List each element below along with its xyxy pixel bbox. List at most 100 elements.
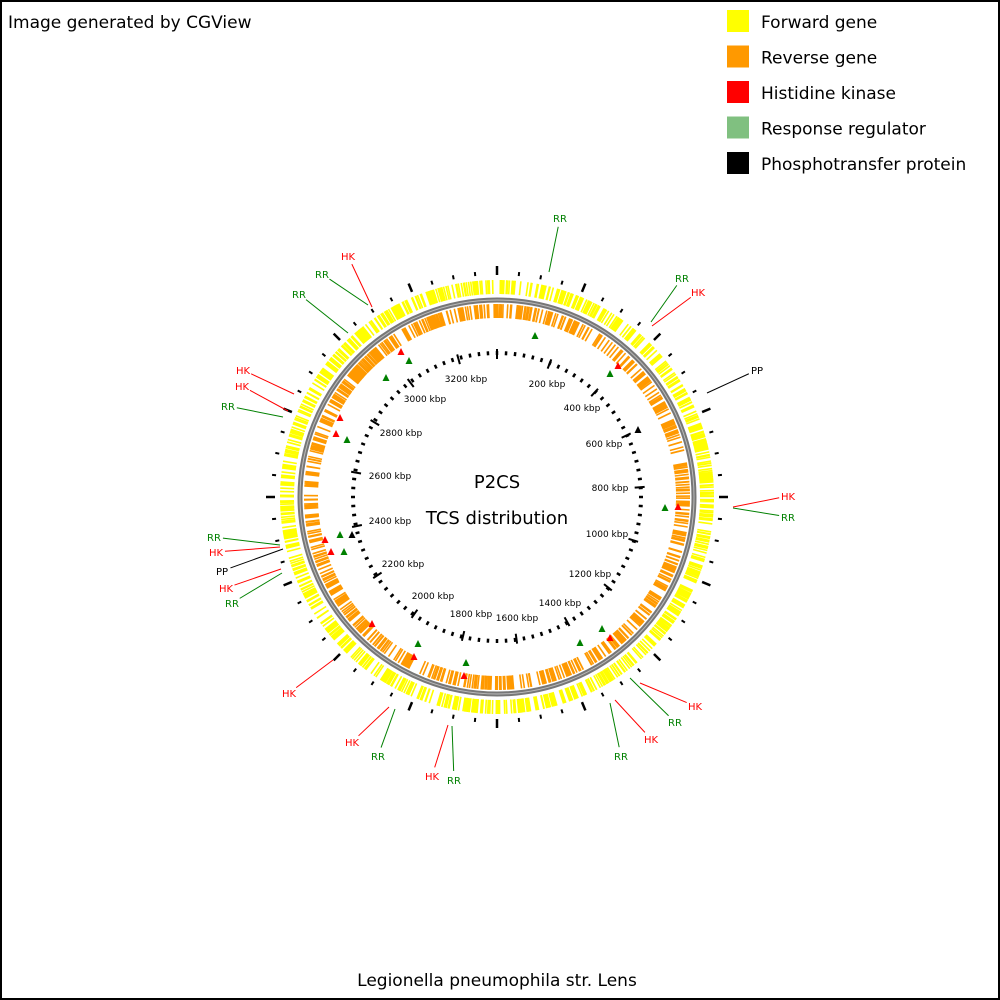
scale-label: 2000 kbp [412,592,455,602]
feature-marker [405,357,413,364]
footer-title: Legionella pneumophila str. Lens [357,971,637,991]
feature-leader [609,702,620,748]
scale-tick [593,599,598,605]
scale-tick [599,593,605,598]
scale-tick [634,531,639,535]
feature-label: PP [216,567,228,578]
scale-major-tick [621,432,632,439]
scale-tick [402,605,408,611]
scale-tick [402,383,408,389]
feature-label: HK [282,689,297,700]
scale-tick [477,637,481,643]
scale-tick [360,442,366,446]
outer-tick [667,352,673,357]
outer-tick [389,692,394,697]
outer-tick [637,667,642,673]
outer-tick [370,681,375,686]
forward-genes [279,279,715,715]
scale-label: 1000 kbp [586,530,629,540]
outer-tick [280,430,285,434]
feature-marker [460,672,468,679]
feature-leader [732,507,780,517]
outer-tick [352,321,357,327]
outer-tick [667,637,673,642]
scale-major-tick [460,630,466,642]
scale-tick [586,383,592,389]
feature-leader [548,226,559,273]
feature-marker [414,640,422,647]
feature-label: RR [292,290,306,301]
scale-major-tick [410,609,419,619]
scale-tick [539,357,544,363]
scale-tick [634,459,639,463]
outer-tick [701,580,711,587]
scale-major-tick [406,378,415,388]
feature-leader [732,497,780,508]
outer-tick [692,600,697,605]
scale-major-tick [634,485,645,489]
feature-marker [327,548,335,555]
scale-tick [611,579,616,584]
scale-tick [383,402,389,408]
feature-label: RR [225,599,239,610]
scale-tick [353,468,358,472]
outer-tick [407,701,414,711]
scale-tick [442,628,446,634]
outer-tick [321,637,327,642]
scale-tick [355,459,360,463]
feature-label: HK [235,382,250,393]
outer-tick [619,681,624,686]
outer-tick [370,308,375,313]
outer-tick [308,619,313,624]
scale-tick [450,631,455,637]
scale-major-tick [350,470,362,475]
outer-tick [451,275,455,280]
scale-tick [572,616,577,621]
scale-tick [522,636,526,641]
scale-tick [355,531,360,535]
outer-tick [275,451,280,455]
outer-tick [332,332,341,341]
feature-marker [343,436,351,443]
scale-label: 800 kbp [592,484,629,494]
feature-leader [651,296,692,327]
scale-tick [468,636,472,641]
outer-tick [321,352,327,357]
feature-label: HK [219,584,234,595]
outer-tick [681,619,686,624]
outer-tick [681,370,686,375]
feature-leader [380,708,396,748]
outer-tick [407,283,414,293]
feature-leader [236,407,284,418]
scale-tick [539,631,544,637]
scale-tick [433,624,438,630]
scale-tick [396,599,401,605]
scale-tick [513,637,517,643]
scale-tick [364,556,370,561]
scale-tick [531,355,535,360]
scale-tick [353,522,358,526]
scale-tick [636,468,641,472]
scale-tick [410,378,415,383]
header-title: Image generated by CGView [8,13,252,33]
feature-leader [249,389,289,412]
legend-label: Forward gene [761,13,877,33]
feature-marker [674,503,682,510]
outer-tick [283,580,293,587]
scale-tick [425,620,430,626]
feature-label: HK [345,738,360,749]
scale-major-tick [456,354,461,365]
scale-tick [616,572,621,577]
outer-tick [600,692,605,697]
outer-tick [580,283,587,293]
scale-tick [636,522,641,526]
scale-tick [357,450,363,455]
outer-tick [297,600,302,605]
reverse-genes [303,303,691,691]
feature-label: RR [447,776,461,787]
feature-leader [234,568,282,586]
scale-tick [628,548,634,552]
feature-marker [598,625,606,632]
scale-label: 1200 kbp [569,570,612,580]
